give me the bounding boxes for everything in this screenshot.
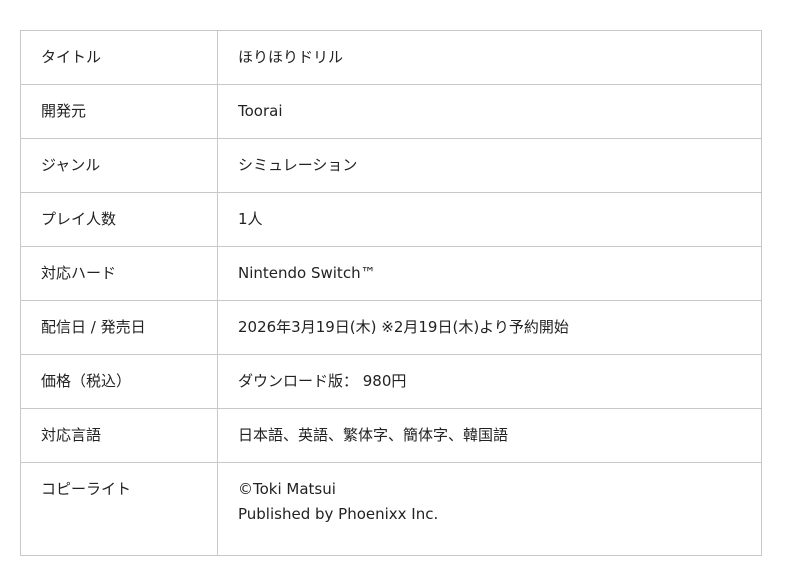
- row-value: 1人: [217, 192, 762, 247]
- row-value: Toorai: [217, 84, 762, 139]
- table-row: 対応ハード Nintendo Switch™: [20, 246, 762, 301]
- row-label: プレイ人数: [20, 192, 218, 247]
- row-label: 対応言語: [20, 408, 218, 463]
- table-row: 価格（税込） ダウンロード版： 980円: [20, 354, 762, 409]
- row-value: 2026年3月19日(木) ※2月19日(木)より予約開始: [217, 300, 762, 355]
- table-row: 対応言語 日本語、英語、繁体字、簡体字、韓国語: [20, 408, 762, 463]
- game-info-table: タイトル ほりほりドリル 開発元 Toorai ジャンル シミュレーション プレイ人数…: [20, 30, 762, 556]
- table-row: 配信日 / 発売日 2026年3月19日(木) ※2月19日(木)より予約開始: [20, 300, 762, 355]
- table-row: ジャンル シミュレーション: [20, 138, 762, 193]
- row-value: ほりほりドリル: [217, 30, 762, 85]
- row-value: Nintendo Switch™: [217, 246, 762, 301]
- row-label: 価格（税込）: [20, 354, 218, 409]
- row-label: タイトル: [20, 30, 218, 85]
- table-row: プレイ人数 1人: [20, 192, 762, 247]
- row-label: ジャンル: [20, 138, 218, 193]
- row-label: 開発元: [20, 84, 218, 139]
- row-value: ©Toki Matsui Published by Phoenixx Inc.: [217, 462, 762, 556]
- publisher-line: Published by Phoenixx Inc.: [238, 505, 439, 523]
- copyright-line: ©Toki Matsui: [238, 480, 336, 498]
- row-label: 対応ハード: [20, 246, 218, 301]
- table-row: 開発元 Toorai: [20, 84, 762, 139]
- row-value: ダウンロード版： 980円: [217, 354, 762, 409]
- row-label: 配信日 / 発売日: [20, 300, 218, 355]
- row-value: シミュレーション: [217, 138, 762, 193]
- table-row: タイトル ほりほりドリル: [20, 30, 762, 85]
- table-row: コピーライト ©Toki Matsui Published by Phoenixx …: [20, 462, 762, 556]
- row-value: 日本語、英語、繁体字、簡体字、韓国語: [217, 408, 762, 463]
- row-label: コピーライト: [20, 462, 218, 556]
